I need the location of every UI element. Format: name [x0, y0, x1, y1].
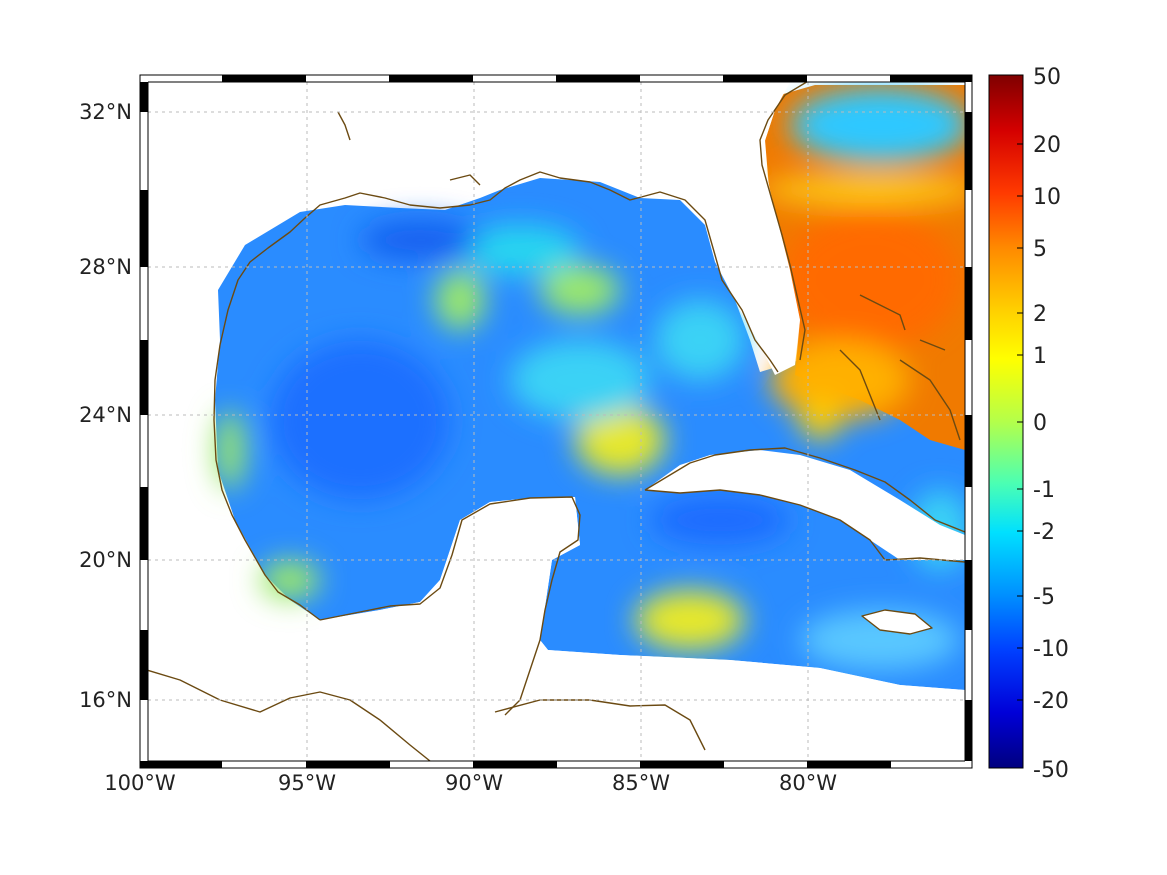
lon-label: 90°W — [445, 771, 503, 795]
lon-label: 80°W — [779, 771, 837, 795]
lat-label: 28°N — [79, 255, 132, 279]
colorbar-label: -5 — [1033, 585, 1055, 610]
lat-labels: 32°N 28°N 24°N 20°N 16°N — [79, 100, 132, 712]
lat-label: 20°N — [79, 548, 132, 572]
colorbar-label: 10 — [1033, 185, 1061, 210]
colorbar-label: 2 — [1033, 302, 1047, 327]
florida-land — [640, 82, 800, 375]
colorbar-ticks — [1017, 143, 1023, 701]
colorbar-label: -20 — [1033, 689, 1069, 714]
colorbar-label: -2 — [1033, 520, 1055, 545]
colorbar-label: 20 — [1033, 133, 1061, 158]
lat-label: 24°N — [79, 403, 132, 427]
bahamas-coastline — [839, 294, 961, 441]
colorbar-label: -10 — [1033, 637, 1069, 662]
colorbar-label: 1 — [1033, 344, 1047, 369]
colorbar-label: -50 — [1033, 758, 1069, 783]
gulf-coastline — [213, 171, 779, 621]
graticule — [148, 82, 965, 761]
map-frame — [139, 74, 973, 769]
lon-label: 95°W — [278, 771, 336, 795]
yucatan-land — [300, 497, 580, 761]
lon-labels: 100°W 95°W 90°W 85°W 80°W — [104, 771, 837, 795]
jamaica-coastline — [861, 609, 933, 635]
yucatan-coastline — [319, 496, 581, 716]
lat-label: 32°N — [79, 100, 132, 124]
colorbar-label: 50 — [1033, 65, 1061, 90]
bay-islands — [337, 111, 481, 186]
jamaica-land — [862, 610, 932, 634]
lat-label: 16°N — [79, 688, 132, 712]
land — [300, 82, 965, 761]
lon-label: 100°W — [104, 771, 176, 795]
central-america-coastline — [148, 669, 431, 761]
colorbar-label: 0 — [1033, 411, 1047, 436]
colorbar: 50 20 10 5 2 1 0 -1 -2 -5 -10 -20 -50 — [988, 65, 1069, 783]
cuba-coastline — [644, 447, 965, 563]
cuba-land — [645, 450, 965, 560]
colorbar-label: 5 — [1033, 237, 1047, 262]
lon-label: 85°W — [612, 771, 670, 795]
central-america-land — [520, 650, 965, 761]
colorbar-label: -1 — [1033, 478, 1055, 503]
